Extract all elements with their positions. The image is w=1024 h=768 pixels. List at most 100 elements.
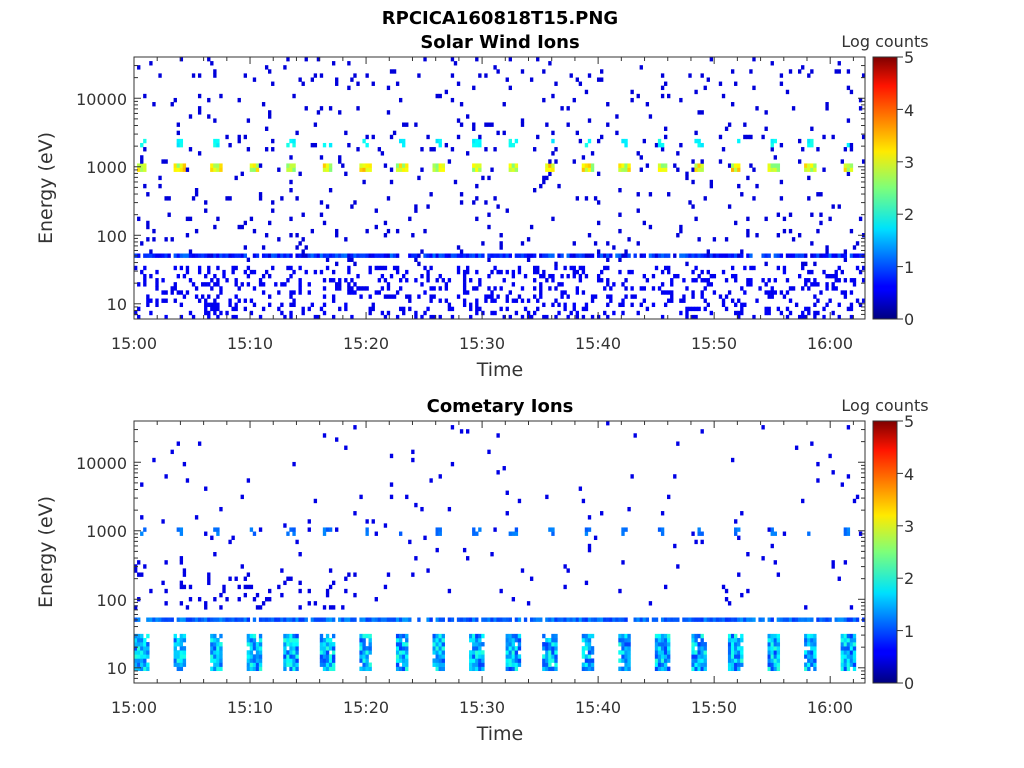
spectrogram-cell [402, 306, 406, 312]
spectrogram-cell [572, 97, 576, 103]
spectrogram-cell [353, 290, 357, 295]
spectrogram-cell [533, 286, 537, 291]
spectrogram-cell [569, 617, 573, 622]
spectrogram-cell [654, 633, 659, 639]
spectrogram-cell [258, 163, 263, 168]
spectrogram-cell [618, 666, 622, 672]
spectrogram-cell [807, 642, 811, 647]
spectrogram-cell [551, 130, 555, 136]
spectrogram-cell [283, 523, 287, 528]
spectrogram-cell [344, 576, 348, 581]
spectrogram-cell [627, 637, 631, 643]
spectrogram-cell [548, 527, 552, 532]
spectrogram-cell [554, 637, 558, 643]
spectrogram-cell [755, 183, 759, 189]
spectrogram-cell [316, 617, 321, 622]
spectrogram-cell [179, 527, 184, 532]
spectrogram-cell [801, 286, 805, 291]
spectrogram-cell [721, 93, 726, 99]
spectrogram-cell [137, 282, 141, 287]
spectrogram-cell [295, 662, 299, 667]
spectrogram-cell [264, 269, 269, 275]
spectrogram-cell [234, 314, 238, 320]
spectrogram-cell [386, 196, 391, 201]
spectrogram-cell [210, 306, 214, 312]
spectrogram-cell [694, 658, 698, 663]
spectrogram-cell [618, 633, 622, 639]
x-tick-label: 15:20 [343, 698, 389, 717]
spectrogram-cell [182, 654, 187, 659]
spectrogram-cell [624, 527, 628, 532]
spectrogram-cell [767, 666, 771, 672]
spectrogram-cell [855, 265, 860, 271]
spectrogram-cell [188, 617, 193, 622]
spectrogram-cell [770, 527, 774, 532]
spectrogram-cell [179, 584, 184, 590]
spectrogram-cell [386, 617, 391, 622]
y-tick-label: 100 [96, 591, 127, 610]
spectrogram-cell [264, 597, 269, 602]
spectrogram-cell [502, 102, 506, 107]
spectrogram-cell [472, 253, 476, 258]
spectrogram-cell [164, 196, 168, 201]
spectrogram-cell [709, 183, 714, 189]
spectrogram-cell [179, 637, 184, 643]
spectrogram-cell [767, 253, 771, 258]
spectrogram-cell [493, 265, 497, 271]
spectrogram-cell [137, 654, 141, 659]
spectrogram-cell [673, 253, 677, 258]
spectrogram-cell [767, 637, 771, 643]
spectrogram-cell [648, 601, 653, 606]
spectrogram-cell [207, 269, 211, 275]
spectrogram-cell [697, 527, 701, 532]
spectrogram-cell [359, 163, 363, 168]
spectrogram-cell [182, 273, 187, 279]
spectrogram-cell [849, 302, 854, 308]
spectrogram-cell [517, 642, 522, 647]
spectrogram-cell [791, 106, 796, 111]
spectrogram-cell [861, 265, 866, 271]
spectrogram-cell [554, 666, 558, 672]
spectrogram-cell [319, 306, 324, 312]
spectrogram-cell [466, 556, 470, 561]
spectrogram-cell [846, 662, 851, 667]
spectrogram-cell [697, 658, 701, 663]
spectrogram-cell [511, 666, 516, 672]
spectrogram-cell [660, 646, 665, 651]
spectrogram-cell [338, 286, 342, 291]
spectrogram-cell [155, 278, 159, 283]
spectrogram-cell [213, 646, 217, 651]
spectrogram-cell [258, 642, 263, 647]
spectrogram-cell [545, 650, 549, 655]
spectrogram-cell [788, 617, 793, 622]
spectrogram-cell [487, 257, 491, 262]
spectrogram-cell [319, 617, 324, 622]
spectrogram-cell [743, 290, 747, 295]
spectrogram-cell [676, 167, 680, 172]
spectrogram-cell [737, 662, 741, 667]
spectrogram-cell [283, 637, 287, 643]
spectrogram-cell [365, 666, 369, 672]
spectrogram-cell [374, 531, 378, 536]
spectrogram-cell [338, 306, 342, 312]
spectrogram-cell [730, 163, 735, 168]
spectrogram-cell [185, 233, 190, 238]
spectrogram-cell [313, 142, 318, 148]
spectrogram-cell [770, 543, 774, 549]
spectrogram-cell [752, 85, 756, 91]
spectrogram-cell [801, 617, 805, 622]
spectrogram-cell [529, 253, 534, 258]
spectrogram-cell [703, 650, 707, 655]
spectrogram-cell [432, 147, 436, 152]
spectrogram-cell [676, 617, 680, 622]
spectrogram-cell [146, 617, 150, 622]
spectrogram-cell [816, 147, 820, 152]
spectrogram-cell [353, 200, 357, 205]
spectrogram-cell [639, 155, 643, 160]
spectrogram-cell [328, 253, 333, 258]
spectrogram-cell [825, 106, 829, 111]
spectrogram-cell [545, 122, 549, 127]
spectrogram-cell [140, 650, 144, 655]
spectrogram-cell [861, 134, 866, 140]
spectrogram-cell [466, 265, 470, 271]
